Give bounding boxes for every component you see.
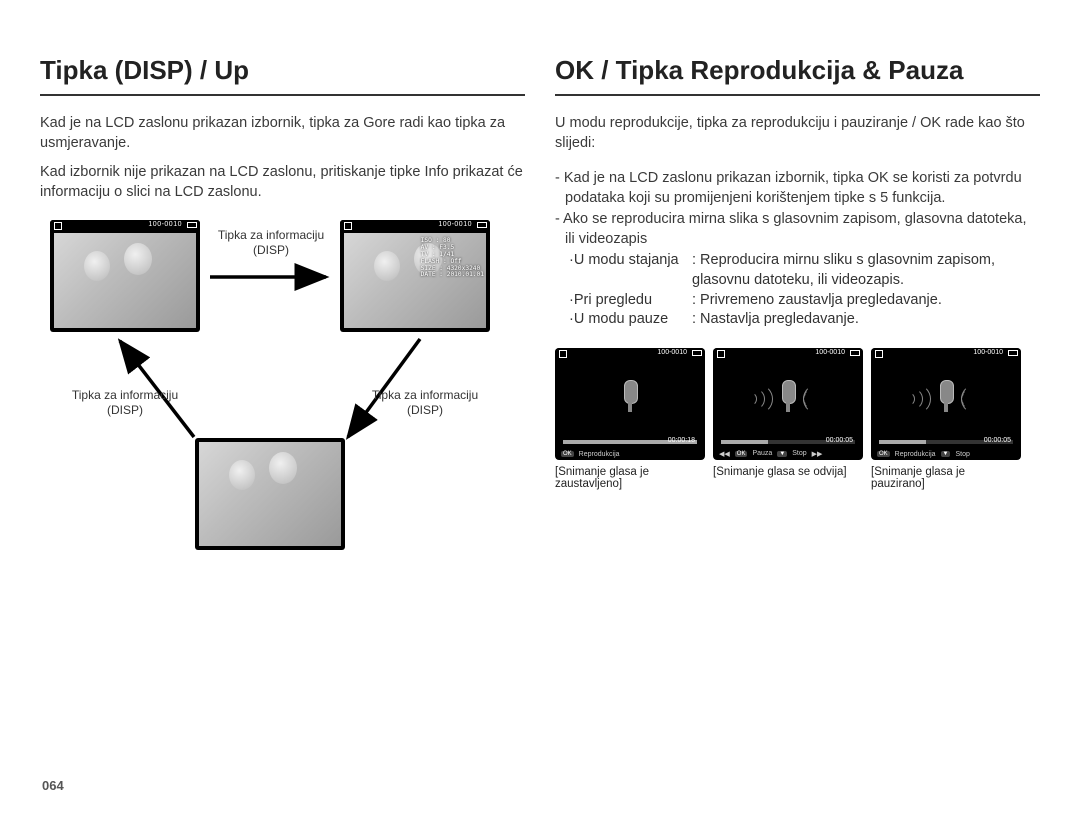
right-rule [555, 94, 1040, 96]
caption-top: Tipka za informaciju(DISP) [212, 228, 330, 258]
audio-thumb-playing: 100-0010 00:00:05 ◀◀ OK Pauza ▼ [713, 348, 863, 490]
time-label: 00:00:05 [826, 437, 853, 444]
caption-right: Tipka za informaciju(DISP) [360, 388, 490, 418]
playback-mode-icon [559, 350, 567, 358]
lcd-thumb-clean [195, 438, 345, 550]
mic-icon [565, 366, 695, 432]
right-column: OK / Tipka Reprodukcija & Pauza U modu r… [555, 55, 1040, 785]
mic-waves-icon [723, 366, 853, 432]
audio-caption-1: [Snimanje glasa je zaustavljeno] [555, 466, 705, 490]
counter-label: 100-0010 [657, 349, 687, 356]
subrow-1: ·U modu stajanja : Reproducira mirnu sli… [555, 251, 1040, 290]
controls-bar: OK Reprodukcija [561, 451, 699, 458]
counter-label: 100-0010 [148, 221, 182, 228]
controls-bar: ◀◀ OK Pauza ▼ Stop ▶▶ [719, 450, 857, 458]
battery-icon [477, 222, 487, 228]
audio-caption-2: [Snimanje glasa se odvija] [713, 466, 863, 478]
left-column: Tipka (DISP) / Up Kad je na LCD zaslonu … [40, 55, 525, 785]
bullet-1: - Kad je na LCD zaslonu prikazan izborni… [555, 169, 1040, 208]
bullet-2: - Ako se reproducira mirna slika s glaso… [555, 210, 1040, 249]
left-para2: Kad izbornik nije prikazan na LCD zaslon… [40, 163, 525, 202]
page-number: 064 [42, 778, 64, 793]
battery-icon [850, 350, 860, 356]
controls-bar: OK Reprodukcija ▼ Stop [877, 451, 1015, 458]
audio-row: 100-0010 00:00:18 OK Reprodukcija [Snima… [555, 348, 1040, 490]
time-label: 00:00:18 [668, 437, 695, 444]
counter-label: 100-0010 [438, 221, 472, 228]
playback-mode-icon [717, 350, 725, 358]
audio-thumb-paused: 100-0010 00:00:05 OK Reprodukcija ▼ S [871, 348, 1021, 490]
right-heading: OK / Tipka Reprodukcija & Pauza [555, 55, 1040, 86]
counter-label: 100-0010 [973, 349, 1003, 356]
mic-waves-icon [881, 366, 1011, 432]
arrow-right-icon [208, 262, 333, 292]
right-bullets: - Kad je na LCD zaslonu prikazan izborni… [555, 169, 1040, 330]
counter-label: 100-0010 [815, 349, 845, 356]
time-label: 00:00:05 [984, 437, 1011, 444]
left-para1: Kad je na LCD zaslonu prikazan izbornik,… [40, 114, 525, 153]
info-overlay: ISO : 80 AV : F3.5 TV : 1/41 FLASH : Off… [421, 238, 484, 279]
disp-diagram: 100-0010 100-0010 [40, 220, 500, 650]
battery-icon [187, 222, 197, 228]
lcd-thumb-basic: 100-0010 [50, 220, 200, 332]
caption-left: Tipka za informaciju(DISP) [60, 388, 190, 418]
audio-caption-3: [Snimanje glasa je pauzirano] [871, 466, 1021, 490]
subrow-3: ·U modu pauze : Nastavlja pregledavanje. [555, 310, 1040, 330]
playback-mode-icon [54, 222, 62, 230]
battery-icon [1008, 350, 1018, 356]
audio-thumb-stopped: 100-0010 00:00:18 OK Reprodukcija [Snima… [555, 348, 705, 490]
subrow-2: ·Pri pregledu : Privremeno zaustavlja pr… [555, 291, 1040, 311]
right-intro: U modu reprodukcije, tipka za reprodukci… [555, 114, 1040, 153]
left-heading: Tipka (DISP) / Up [40, 55, 525, 86]
playback-mode-icon [344, 222, 352, 230]
playback-mode-icon [875, 350, 883, 358]
lcd-thumb-info: 100-0010 ISO : 80 AV : F3.5 TV : 1/41 FL… [340, 220, 490, 332]
battery-icon [692, 350, 702, 356]
left-rule [40, 94, 525, 96]
